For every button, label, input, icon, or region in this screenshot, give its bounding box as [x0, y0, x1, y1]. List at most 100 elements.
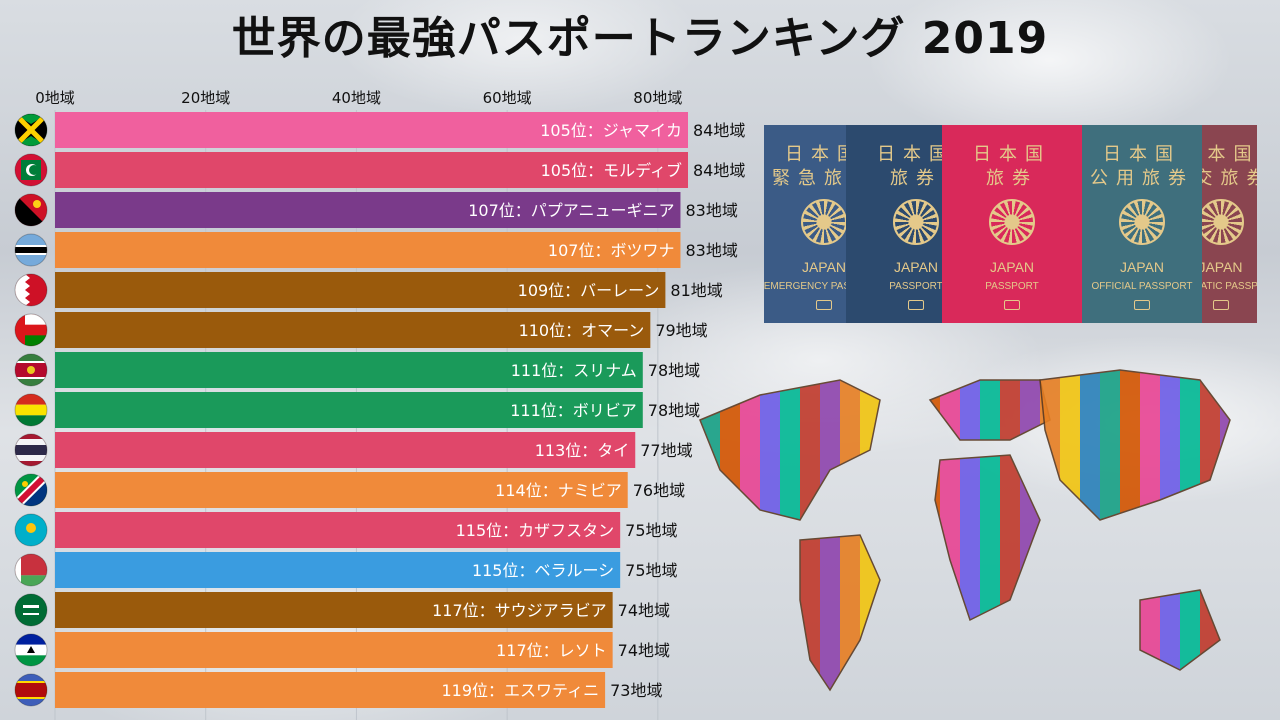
bar-value-label: 77地域	[640, 441, 692, 460]
passport-kanji: 緊急旅券	[772, 168, 876, 189]
flag-png-icon	[14, 193, 48, 227]
passport-type: PASSPORT	[889, 281, 943, 292]
bar-value-label: 84地域	[693, 121, 745, 140]
x-tick-label: 0地域	[35, 89, 75, 107]
bar-value-label: 81地域	[670, 281, 722, 300]
bar-category-label: 110位：オマーン	[519, 321, 645, 340]
chrysanthemum-crest-icon	[1197, 199, 1244, 245]
passport-kanji: 旅券	[890, 168, 942, 189]
bar-category-label: 119位：エスワティニ	[442, 681, 600, 700]
chart-title: 世界の最強パスポートランキング 2019	[231, 13, 1049, 64]
bar	[55, 592, 613, 628]
passport-word: JAPAN	[989, 259, 1035, 275]
continent-shape	[1139, 589, 1221, 671]
x-tick-label: 80地域	[633, 89, 682, 107]
bar-value-label: 75地域	[625, 521, 677, 540]
bar	[55, 312, 651, 348]
bar	[55, 512, 621, 548]
biometric-chip-icon	[1134, 300, 1150, 310]
bar	[55, 392, 643, 428]
bar	[55, 152, 688, 188]
flag-eswatini-icon	[14, 673, 48, 707]
bar-value-label: 76地域	[633, 481, 685, 500]
passport-word: JAPAN	[801, 259, 847, 275]
passport-cover: 日本国旅券 JAPAN PASSPORT	[942, 125, 1082, 323]
bar-value-label: 75地域	[625, 561, 677, 580]
bar-value-label: 84地域	[693, 161, 745, 180]
bar-category-label: 117位：サウジアラビア	[432, 601, 607, 620]
x-tick-label: 40地域	[332, 89, 381, 107]
bar-value-label: 78地域	[648, 401, 700, 420]
flag-maldives-icon	[14, 153, 48, 187]
passport-cover: 日本国公用旅券 JAPAN OFFICIAL PASSPORT	[1082, 125, 1202, 323]
bar	[55, 632, 613, 668]
flag-kazakhstan-icon	[14, 513, 48, 547]
x-tick-label: 20地域	[181, 89, 230, 107]
continent-shape	[928, 379, 1051, 441]
bar-value-label: 74地域	[618, 601, 670, 620]
passport-kanji: 公用旅券	[1090, 168, 1194, 189]
bar-category-label: 113位：タイ	[535, 441, 630, 460]
passport-type: PASSPORT	[985, 281, 1039, 292]
bar	[55, 112, 688, 148]
chrysanthemum-crest-icon	[893, 199, 939, 245]
continent-shape	[1039, 369, 1231, 521]
continent-shape	[934, 454, 1041, 622]
flag-oman-icon	[14, 313, 48, 347]
biometric-chip-icon	[1212, 300, 1229, 310]
passport-kanji: 旅券	[986, 168, 1038, 189]
chrysanthemum-crest-icon	[1119, 199, 1165, 245]
bar	[55, 432, 636, 468]
flag-bolivia-icon	[14, 393, 48, 427]
passport-word: JAPAN	[893, 259, 939, 275]
bar	[55, 672, 606, 708]
flag-belarus-icon	[14, 553, 48, 587]
bar-value-label: 83地域	[685, 241, 737, 260]
bar-category-label: 105位：モルディブ	[541, 161, 682, 180]
bar	[55, 552, 621, 588]
bar-category-label: 114位：ナミビア	[495, 481, 622, 500]
continent-shape	[699, 379, 881, 521]
bar-category-label: 111位：ボリビア	[510, 401, 637, 420]
bar-category-label: 107位：ボツワナ	[548, 241, 675, 260]
world-map-decoration	[699, 369, 1231, 692]
bar-category-label: 117位：レソト	[496, 641, 607, 660]
bar-value-label: 83地域	[685, 201, 737, 220]
biometric-chip-icon	[1004, 300, 1020, 310]
passport-type: EMERGENCY PASSPORT	[764, 281, 884, 292]
bar-category-label: 115位：カザフスタン	[456, 521, 615, 540]
bar-value-label: 78地域	[648, 361, 700, 380]
bar	[55, 472, 628, 508]
bar-value-label: 79地域	[655, 321, 707, 340]
flag-suriname-icon	[14, 353, 48, 387]
chrysanthemum-crest-icon	[989, 199, 1035, 245]
flag-namibia-icon	[14, 473, 48, 507]
bar	[55, 272, 666, 308]
bar-category-label: 105位：ジャマイカ	[540, 121, 682, 140]
passport-kanji: 外交旅券	[1184, 168, 1257, 189]
bar-value-label: 74地域	[618, 641, 670, 660]
biometric-chip-icon	[816, 300, 832, 310]
flag-lesotho-icon	[14, 633, 48, 667]
x-tick-label: 60地域	[483, 89, 532, 107]
passport-image: 日本国 緊急旅券 JAPAN EMERGENCY PASSPORT 日本国 旅券 JAPAN…	[764, 125, 1257, 323]
bar-category-label: 111位：スリナム	[511, 361, 637, 380]
flag-botswana-icon	[14, 233, 48, 267]
passport-kanji: 日本国	[877, 144, 955, 165]
biometric-chip-icon	[908, 300, 924, 310]
passport-kanji: 日本国	[973, 144, 1051, 165]
flag-bahrain-icon	[14, 273, 48, 307]
passport-word: JAPAN	[1119, 259, 1165, 275]
bar	[55, 352, 643, 388]
bar-value-label: 73地域	[610, 681, 662, 700]
bar	[55, 232, 681, 268]
passport-kanji: 日本国	[1103, 144, 1181, 165]
passport-type: DIPLOMATIC PASSPORT	[1184, 281, 1257, 292]
flag-saudi-icon	[14, 593, 48, 627]
bar-category-label: 115位：ベラルーシ	[472, 561, 614, 580]
flag-jamaica-icon	[14, 113, 48, 147]
passport-type: OFFICIAL PASSPORT	[1091, 281, 1193, 292]
bar-category-label: 107位：パプアニューギニア	[468, 201, 674, 220]
bar	[55, 192, 681, 228]
